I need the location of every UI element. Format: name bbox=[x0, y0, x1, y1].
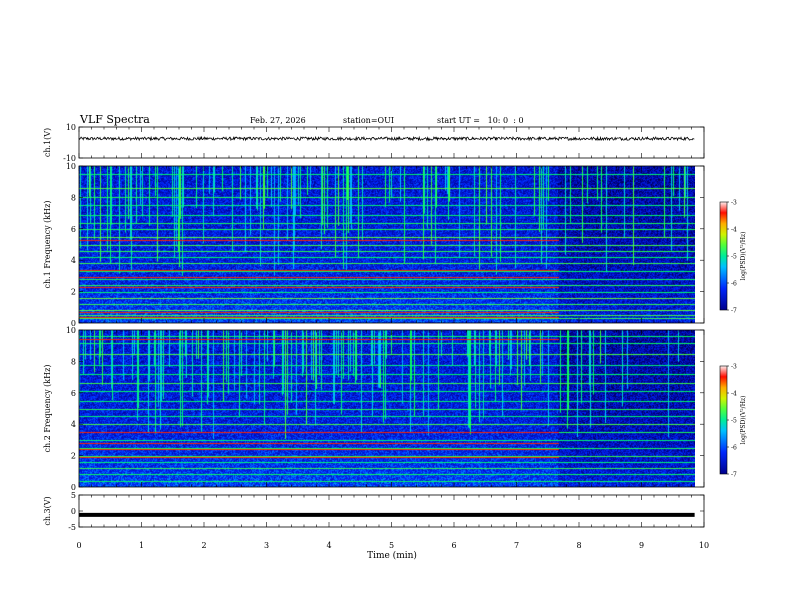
x-tick-label: 10 bbox=[699, 541, 709, 550]
colorbar-label: log(PSD)(V²/Hz) bbox=[740, 396, 747, 445]
spectrogram-raster bbox=[79, 330, 695, 487]
panel-ch3-waveform: 5 0 -5 ch.3(V) bbox=[43, 491, 705, 532]
colorbar bbox=[719, 201, 728, 311]
x-tick-label: 4 bbox=[326, 541, 331, 550]
station-label: station=OUI bbox=[343, 116, 394, 125]
colorbar bbox=[719, 365, 728, 475]
y-tick-label: 8 bbox=[71, 193, 76, 202]
date-label: Feb. 27, 2026 bbox=[250, 116, 306, 125]
x-tick-label: 0 bbox=[76, 541, 81, 550]
colorbar-tick-label: -6 bbox=[731, 445, 737, 452]
colorbar-tick-label: -6 bbox=[731, 281, 737, 288]
x-tick-label: 9 bbox=[639, 541, 644, 550]
y-tick-label: 0 bbox=[71, 483, 76, 492]
y-tick-label: 2 bbox=[71, 452, 76, 461]
x-tick-label: 1 bbox=[139, 541, 144, 550]
panel-ch1-waveform: 10 -10 ch.1(V) bbox=[43, 123, 705, 163]
y-tick-label: 6 bbox=[71, 225, 76, 234]
y-tick-label: 10 bbox=[66, 326, 76, 335]
panel-ch2-spectrogram: -3 -4 -5 -6 -7 log(PSD)(V²/Hz) 0 2 4 6 8 10 ch.2 Fre… bbox=[43, 326, 747, 492]
y-tick-label: 2 bbox=[71, 288, 76, 297]
colorbar-tick-label: -4 bbox=[731, 391, 737, 398]
y-tick-label: 5 bbox=[71, 491, 76, 500]
x-tick-label: 8 bbox=[576, 541, 581, 550]
x-tick-label: 3 bbox=[264, 541, 269, 550]
colorbar-tick-label: -3 bbox=[731, 200, 737, 207]
colorbar-tick-label: -7 bbox=[731, 472, 737, 479]
x-tick-labels: 0 1 2 3 4 5 6 7 8 9 10 bbox=[76, 541, 709, 550]
y-tick-label: -10 bbox=[63, 154, 76, 163]
y-tick-label: 0 bbox=[71, 507, 76, 516]
y-tick-label: 4 bbox=[71, 420, 76, 429]
spectrogram-raster bbox=[79, 166, 695, 323]
x-tick-label: 7 bbox=[514, 541, 519, 550]
ch1-waveform-trace bbox=[78, 135, 695, 142]
y-tick-label: -5 bbox=[68, 523, 76, 532]
colorbar-tick-label: -5 bbox=[731, 418, 737, 425]
colorbar-tick-label: -5 bbox=[731, 254, 737, 261]
y-tick-label: 0 bbox=[71, 319, 76, 328]
panels: 10-10ch.1(V)-3-4-5-6-7log(PSD)(V²/Hz)024… bbox=[43, 123, 747, 532]
y-axis-label: ch.1 Frequency (kHz) bbox=[43, 201, 52, 289]
y-axis-label: ch.3(V) bbox=[43, 496, 52, 525]
x-tick-label: 2 bbox=[201, 541, 206, 550]
x-tick-label: 6 bbox=[451, 541, 456, 550]
x-tick-label: 5 bbox=[389, 541, 394, 550]
start-ut-label: start UT = 10: 0 : 0 bbox=[437, 116, 524, 125]
colorbar-label: log(PSD)(V²/Hz) bbox=[740, 232, 747, 281]
colorbar-tick-label: -7 bbox=[731, 308, 737, 315]
colorbar-tick-label: -3 bbox=[731, 364, 737, 371]
y-axis-label: ch.2 Frequency (kHz) bbox=[43, 365, 52, 453]
y-axis-label: ch.1(V) bbox=[43, 128, 52, 157]
colorbar-tick-label: -4 bbox=[731, 227, 737, 234]
panel-ch1-spectrogram: -3 -4 -5 -6 -7 log(PSD)(V²/Hz) 0 2 4 6 8 10 ch.1 Fre… bbox=[43, 162, 747, 328]
figure-title: VLF Spectra bbox=[79, 113, 150, 126]
y-tick-label: 6 bbox=[71, 389, 76, 398]
x-axis-label: Time (min) bbox=[367, 550, 417, 561]
y-tick-label: 10 bbox=[66, 162, 76, 171]
y-tick-label: 8 bbox=[71, 357, 76, 366]
y-tick-label: 4 bbox=[71, 256, 76, 265]
y-tick-label: 10 bbox=[66, 123, 76, 132]
